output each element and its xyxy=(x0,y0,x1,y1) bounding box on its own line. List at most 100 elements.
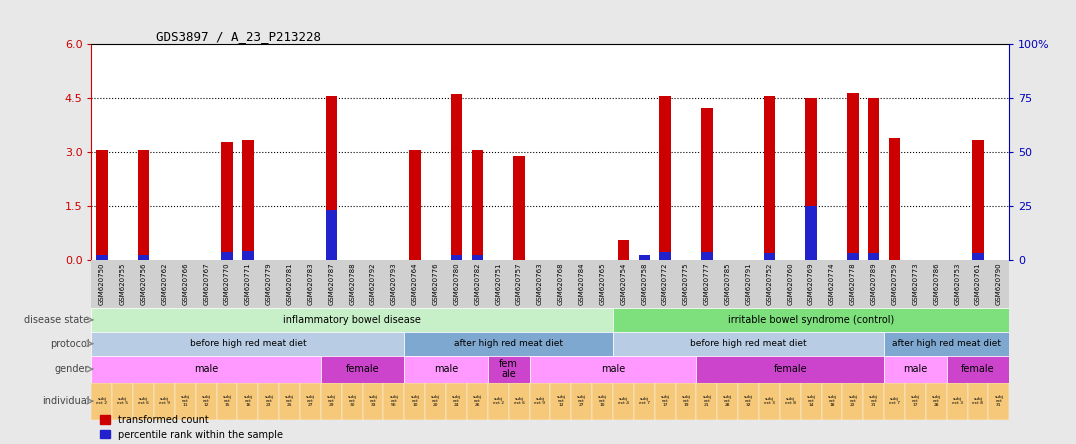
Text: GSM620782: GSM620782 xyxy=(475,262,480,305)
Text: male: male xyxy=(903,364,928,374)
Text: subj
ect
21: subj ect 21 xyxy=(703,395,711,407)
Bar xyxy=(96,255,108,260)
Bar xyxy=(925,383,947,420)
Bar xyxy=(405,332,613,356)
Text: subj
ect
17: subj ect 17 xyxy=(911,395,920,407)
Text: GSM620772: GSM620772 xyxy=(662,262,668,305)
Bar xyxy=(738,383,759,420)
Text: GSM620765: GSM620765 xyxy=(599,262,606,305)
Bar xyxy=(300,383,321,420)
Bar xyxy=(702,252,712,260)
Bar xyxy=(326,210,337,260)
Bar xyxy=(451,255,463,260)
Bar xyxy=(634,383,654,420)
Bar xyxy=(905,383,925,420)
Text: male: male xyxy=(194,364,218,374)
Text: GSM620758: GSM620758 xyxy=(641,262,648,305)
Bar xyxy=(154,383,175,420)
Text: GSM620789: GSM620789 xyxy=(870,262,877,305)
Text: subj
ect
14: subj ect 14 xyxy=(807,395,816,407)
Text: subj
ect
23: subj ect 23 xyxy=(265,395,273,407)
Text: subj
ect
27: subj ect 27 xyxy=(306,395,315,407)
Text: GSM620755: GSM620755 xyxy=(119,262,126,305)
Bar xyxy=(550,383,571,420)
Text: subj
ect
18: subj ect 18 xyxy=(827,395,836,407)
Bar xyxy=(509,383,529,420)
Bar xyxy=(342,383,363,420)
Bar xyxy=(702,108,712,260)
Bar xyxy=(973,139,983,260)
Text: subj
ect 2: subj ect 2 xyxy=(493,397,504,405)
Text: subj
ect
10: subj ect 10 xyxy=(598,395,607,407)
Text: disease state: disease state xyxy=(25,315,89,325)
Text: GSM620790: GSM620790 xyxy=(996,262,1002,305)
Text: GSM620778: GSM620778 xyxy=(850,262,855,305)
Text: inflammatory bowel disease: inflammatory bowel disease xyxy=(283,315,421,325)
Text: GSM620792: GSM620792 xyxy=(370,262,377,305)
Bar xyxy=(96,150,108,260)
Text: female: female xyxy=(774,364,807,374)
Bar xyxy=(91,308,613,332)
Text: GSM620761: GSM620761 xyxy=(975,262,981,305)
Bar xyxy=(759,383,780,420)
Legend: transformed count, percentile rank within the sample: transformed count, percentile rank withi… xyxy=(97,411,286,444)
Bar xyxy=(676,383,696,420)
Bar xyxy=(258,383,279,420)
Text: subj
ect
26: subj ect 26 xyxy=(472,395,482,407)
Bar xyxy=(847,253,859,260)
Text: GSM620779: GSM620779 xyxy=(266,262,272,305)
Bar xyxy=(868,98,879,260)
Bar xyxy=(613,383,634,420)
Text: GSM620751: GSM620751 xyxy=(495,262,501,305)
Text: GSM620776: GSM620776 xyxy=(433,262,439,305)
Bar xyxy=(405,356,487,383)
Text: subj
ect 2: subj ect 2 xyxy=(97,397,108,405)
Bar xyxy=(529,356,696,383)
Text: GSM620773: GSM620773 xyxy=(912,262,919,305)
Text: after high red meat diet: after high red meat diet xyxy=(454,339,563,348)
Bar xyxy=(467,383,487,420)
Bar xyxy=(529,383,550,420)
Bar xyxy=(618,240,629,260)
Text: subj
ect
29: subj ect 29 xyxy=(327,395,336,407)
Bar xyxy=(764,96,775,260)
Bar xyxy=(91,383,112,420)
Text: subj
ect
12: subj ect 12 xyxy=(556,395,565,407)
Text: GSM620777: GSM620777 xyxy=(704,262,710,305)
Text: subj
ect
11: subj ect 11 xyxy=(181,395,189,407)
Bar xyxy=(847,93,859,260)
Text: individual: individual xyxy=(42,396,89,406)
Text: GSM620768: GSM620768 xyxy=(557,262,564,305)
Bar xyxy=(613,332,884,356)
Text: GSM620753: GSM620753 xyxy=(954,262,960,305)
Bar xyxy=(175,383,196,420)
Bar xyxy=(91,356,321,383)
Text: subj
ect
56: subj ect 56 xyxy=(390,395,398,407)
Text: subj
ect 9: subj ect 9 xyxy=(535,397,546,405)
Bar xyxy=(868,253,879,260)
Text: subj
ect 9: subj ect 9 xyxy=(159,397,170,405)
Bar xyxy=(780,383,801,420)
Bar xyxy=(321,356,405,383)
Bar xyxy=(805,98,817,260)
Bar xyxy=(133,383,154,420)
Bar xyxy=(451,94,463,260)
Text: GSM620754: GSM620754 xyxy=(621,262,626,305)
Bar xyxy=(138,150,150,260)
Bar xyxy=(696,383,718,420)
Bar xyxy=(383,383,405,420)
Text: GSM620766: GSM620766 xyxy=(182,262,188,305)
Bar xyxy=(91,332,405,356)
Text: GSM620791: GSM620791 xyxy=(746,262,751,305)
Text: subj
ect
16: subj ect 16 xyxy=(243,395,253,407)
Text: subj
ect
15: subj ect 15 xyxy=(223,395,231,407)
Text: subj
ect
31: subj ect 31 xyxy=(869,395,878,407)
Text: GSM620756: GSM620756 xyxy=(141,262,146,305)
Text: GSM620785: GSM620785 xyxy=(724,262,731,305)
Bar xyxy=(805,206,817,260)
Bar xyxy=(326,96,337,260)
Bar xyxy=(242,251,254,260)
Text: subj
ect
12: subj ect 12 xyxy=(201,395,211,407)
Text: GSM620769: GSM620769 xyxy=(808,262,815,305)
Text: GSM620762: GSM620762 xyxy=(161,262,168,305)
